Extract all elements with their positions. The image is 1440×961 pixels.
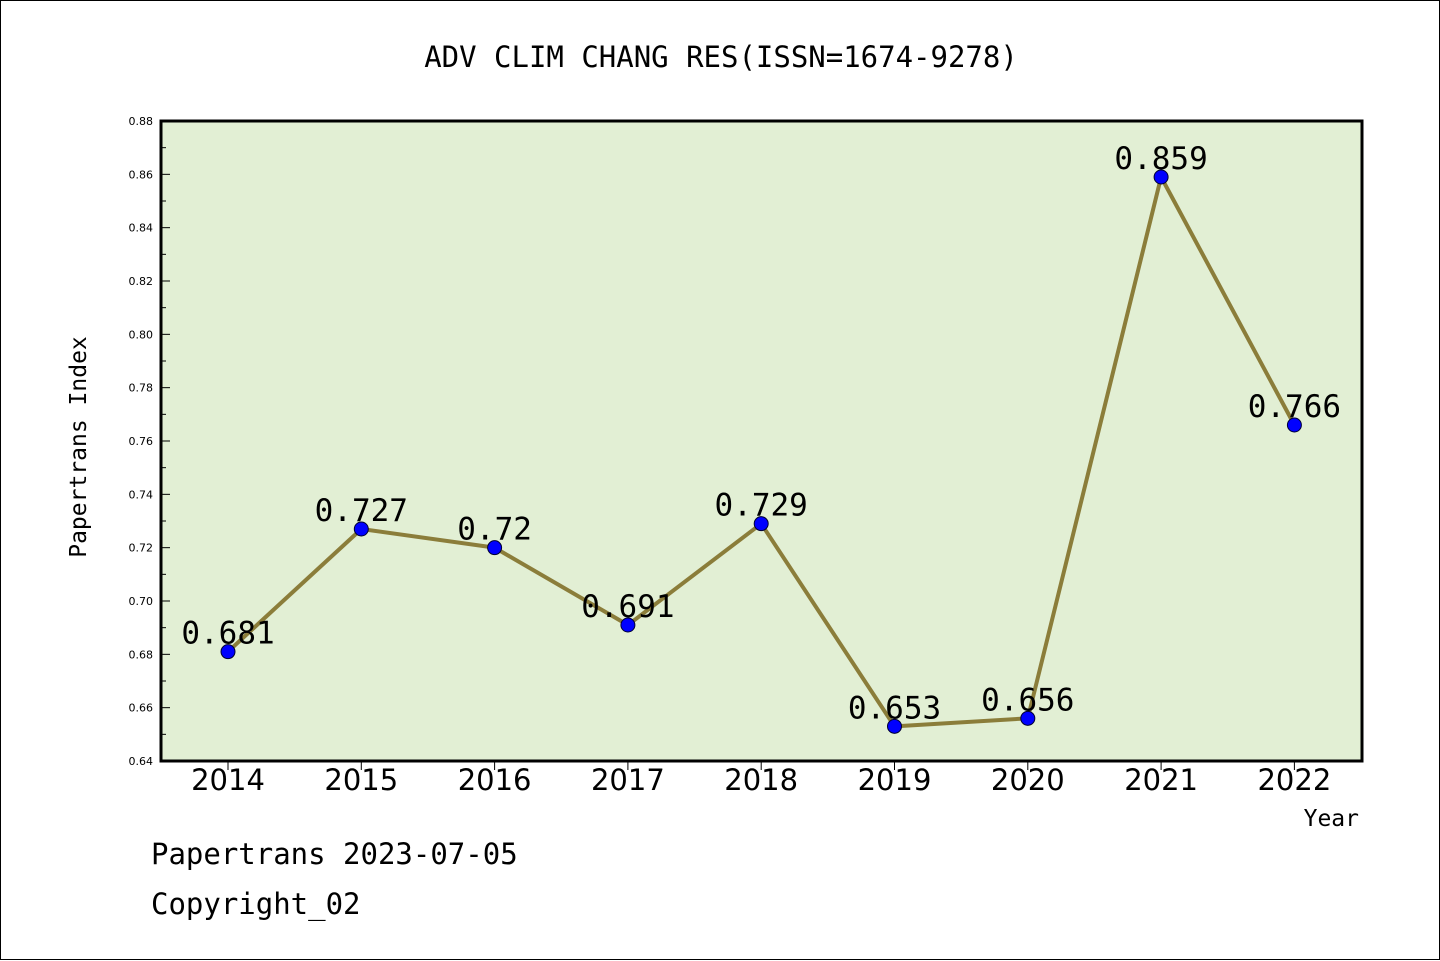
y-tick-label: 0.82 [129, 275, 154, 288]
data-label: 0.859 [1114, 141, 1207, 177]
x-tick-label: 2022 [1257, 763, 1331, 797]
data-point [487, 540, 503, 556]
plot-area [159, 119, 1364, 763]
y-tick-label: 0.70 [129, 595, 154, 608]
x-axis-label: Year [1304, 806, 1359, 832]
data-label: 0.72 [457, 512, 532, 548]
x-tick-label: 2020 [991, 763, 1065, 797]
x-tick-label: 2014 [191, 763, 265, 797]
x-axis: 2014 2015 2016 2017 2018 2019 2020 2021 2022 [191, 761, 1331, 797]
data-label: 0.727 [315, 493, 408, 529]
x-tick-label: 2016 [458, 763, 532, 797]
y-tick-label: 0.78 [129, 382, 154, 395]
data-point [887, 718, 902, 734]
data-point [1286, 417, 1302, 433]
data-point [353, 521, 369, 537]
chart-title: ADV CLIM CHANG RES(ISSN=1674-9278) [424, 40, 1018, 74]
data-label: 0.653 [848, 690, 941, 726]
data-point [1153, 169, 1169, 185]
x-tick-label: 2017 [591, 763, 665, 797]
series-layer: 0.681 0.727 0.72 0.691 0.729 0.653 0.656 0.859 0… [181, 141, 1341, 734]
y-tick-label: 0.76 [129, 435, 154, 448]
y-axis: 0.64 0.66 0.68 0.70 0.72 0.74 0.76 0.78 0.80 0.82… [129, 115, 170, 768]
data-label: 0.691 [581, 589, 674, 625]
footer-copyright: Copyright_02 [151, 887, 361, 921]
x-tick-label: 2018 [724, 763, 798, 797]
y-tick-label: 0.74 [129, 488, 154, 501]
y-tick-label: 0.66 [129, 702, 154, 715]
data-label: 0.766 [1248, 389, 1341, 425]
data-point [620, 617, 636, 633]
y-tick-label: 0.80 [129, 328, 154, 341]
data-label: 0.656 [981, 682, 1074, 718]
y-tick-label: 0.88 [129, 115, 154, 128]
data-point [1020, 710, 1036, 726]
x-tick-label: 2019 [858, 763, 932, 797]
y-tick-label: 0.86 [129, 168, 154, 181]
data-point [220, 644, 236, 660]
data-point [753, 516, 769, 532]
footer-date-line: Papertrans 2023-07-05 [151, 837, 518, 871]
y-axis-label: Papertrans Index [66, 336, 92, 558]
x-tick-label: 2015 [324, 763, 398, 797]
y-tick-label: 0.68 [129, 648, 154, 661]
data-label: 0.681 [181, 616, 274, 652]
x-tick-label: 2021 [1124, 763, 1198, 797]
data-label: 0.729 [715, 488, 808, 524]
y-tick-label: 0.72 [129, 542, 154, 555]
y-tick-label: 0.64 [129, 755, 154, 768]
y-tick-label: 0.84 [129, 222, 154, 235]
